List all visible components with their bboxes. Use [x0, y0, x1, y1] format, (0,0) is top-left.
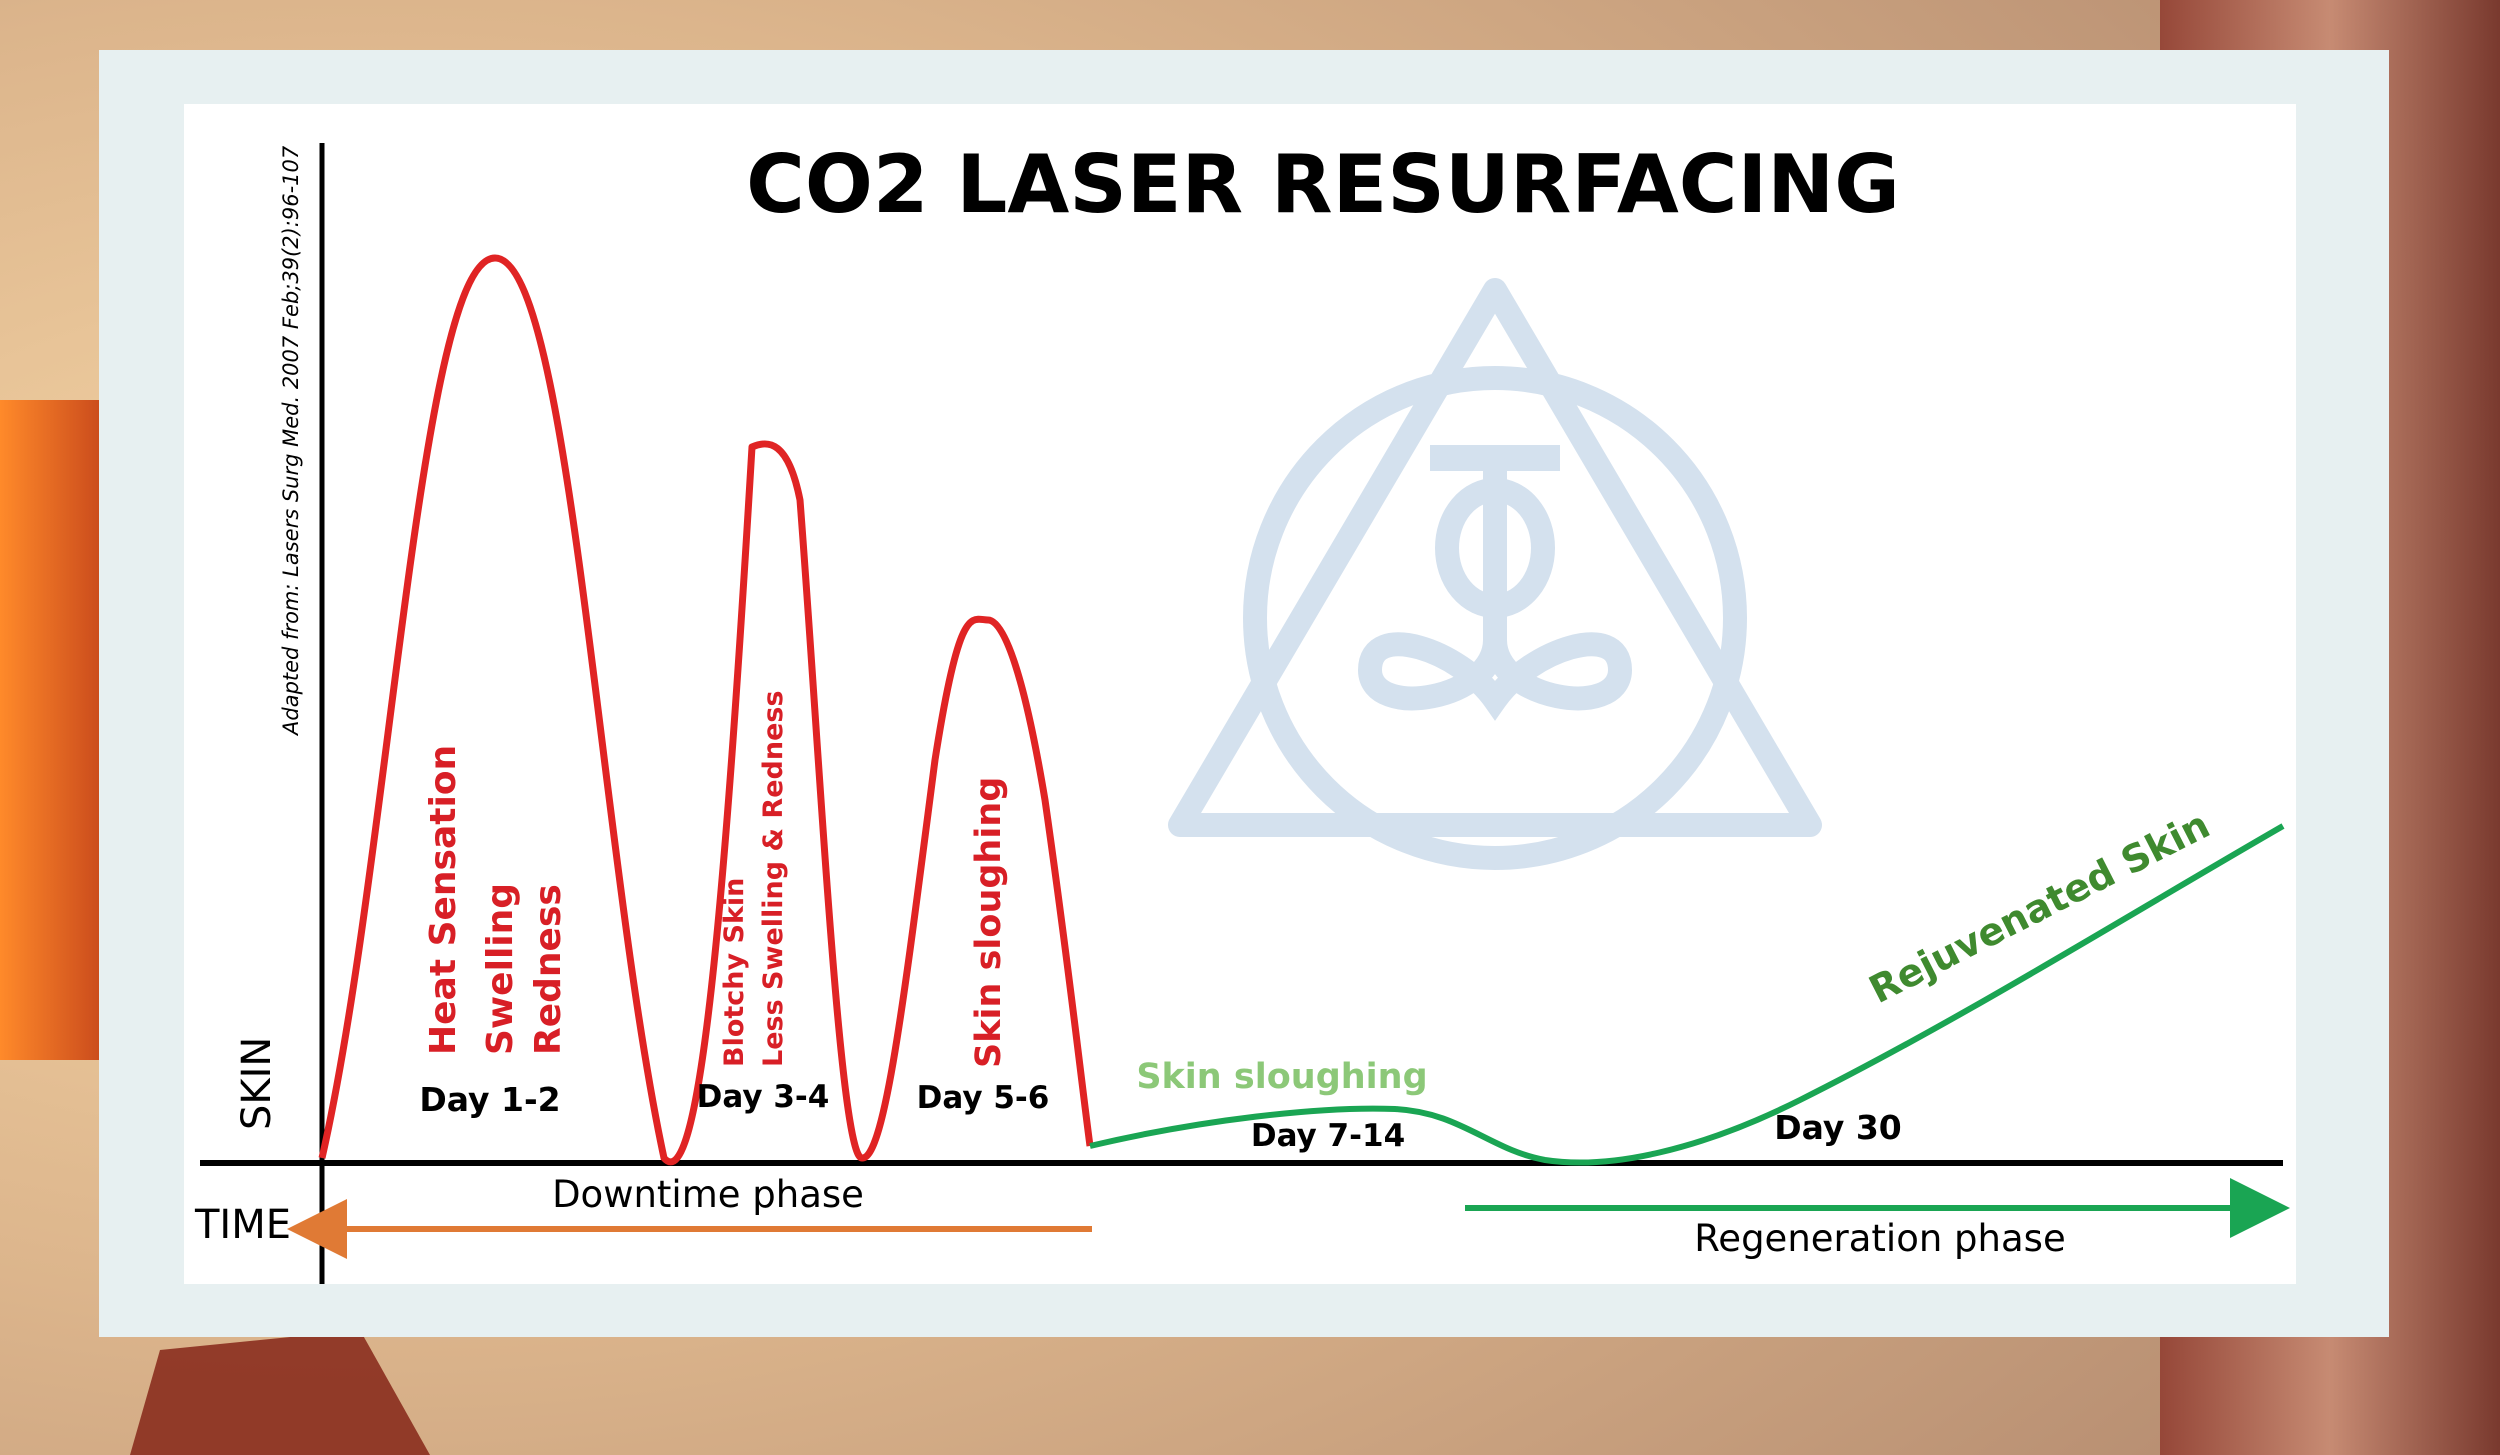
day-1-2-label: Day 1-2 — [419, 1080, 560, 1119]
citation-text: Adapted from: Lasers Surg Med. 2007 Feb;… — [279, 145, 303, 737]
rejuvenated-skin-label: Rejuvenated Skin — [1862, 802, 2216, 1012]
skin-sloughing-green: Skin sloughing — [1136, 1057, 1427, 1097]
symptom-less-swelling-redness: Less Swelling & Redness — [758, 690, 789, 1067]
diagram-title: CO2 LASER RESURFACING — [746, 138, 1900, 231]
symptom-skin-sloughing-red: Skin sloughing — [969, 777, 1009, 1068]
diagram-card — [184, 104, 2296, 1284]
symptom-blotchy-skin: Blotchy Skin — [719, 878, 750, 1067]
downtime-curve — [318, 254, 1094, 1166]
regeneration-curve — [1089, 823, 2285, 1166]
regeneration-phase-label: Regeneration phase — [1694, 1217, 2065, 1260]
x-axis-label: TIME — [194, 1202, 291, 1248]
day-5-6-label: Day 5-6 — [917, 1080, 1050, 1116]
symptom-redness: Redness — [528, 884, 569, 1055]
day-3-4-label: Day 3-4 — [697, 1079, 830, 1115]
y-axis-label: SKIN — [234, 1037, 280, 1130]
symptom-heat-sensation: Heat Sensation — [423, 745, 464, 1055]
symptom-swelling: Swelling — [480, 883, 521, 1055]
day-30-label: Day 30 — [1774, 1108, 1902, 1147]
watermark-logo — [1168, 278, 1822, 870]
downtime-phase-label: Downtime phase — [552, 1173, 864, 1216]
day-7-14-label: Day 7-14 — [1251, 1118, 1405, 1154]
